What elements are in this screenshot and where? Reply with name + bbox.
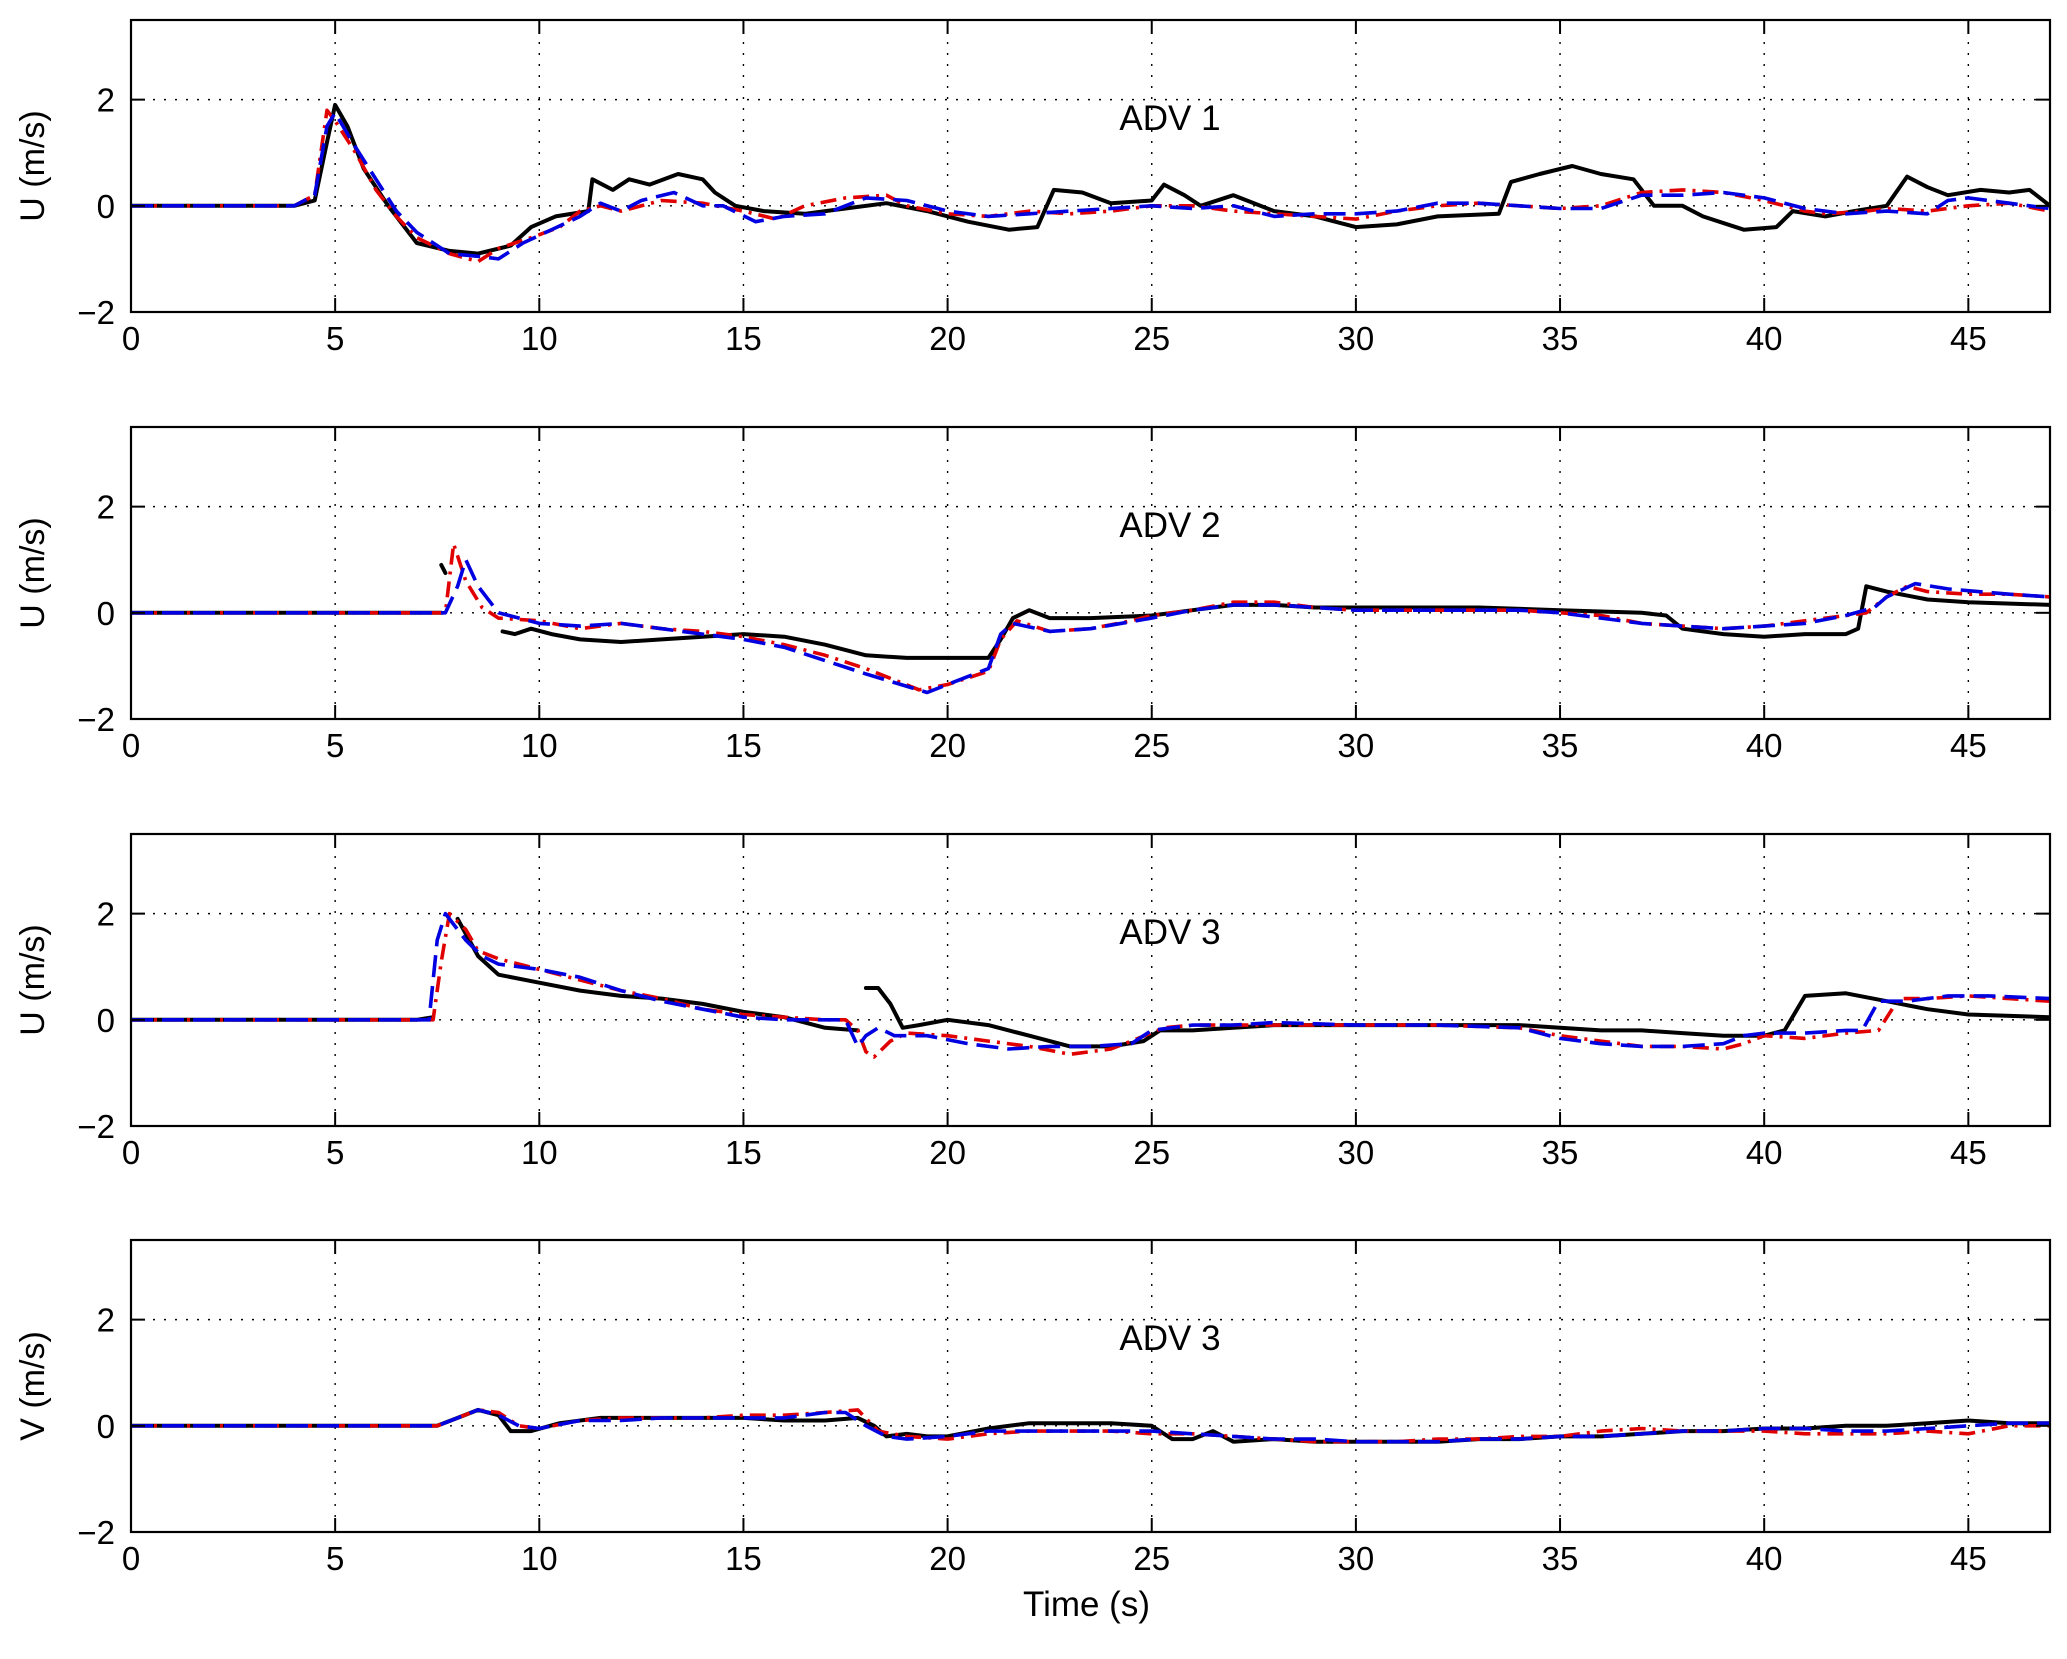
series-line-solid-0 (131, 102, 2050, 256)
x-tick-label: 35 (1542, 1540, 1579, 1577)
y-axis-label: U (m/s) (14, 924, 52, 1035)
x-tick-label: 40 (1746, 1540, 1783, 1577)
y-axis-label: U (m/s) (14, 517, 52, 628)
x-tick-label: 0 (122, 320, 140, 357)
grid (131, 834, 2050, 1126)
series-line-solid-1 (439, 563, 448, 575)
series-group (131, 1407, 2050, 1444)
x-tick-label: 5 (326, 1134, 344, 1171)
x-tick-label: 10 (521, 1540, 558, 1577)
x-tick-label: 35 (1542, 1134, 1579, 1171)
x-tick-label: 40 (1746, 1134, 1783, 1171)
y-tick-label: 2 (97, 82, 115, 119)
x-tick-label: 30 (1338, 320, 1375, 357)
x-tick-label: 15 (725, 727, 762, 764)
panel-annotation: ADV 3 (1119, 913, 1220, 952)
y-tick-label: 0 (97, 595, 115, 632)
x-tick-label: 45 (1950, 1134, 1987, 1171)
x-tick-label: 0 (122, 727, 140, 764)
y-tick-label: 2 (97, 1302, 115, 1339)
series-line-solid-1 (455, 916, 860, 1033)
x-tick-label: 20 (929, 1540, 966, 1577)
grid (131, 20, 2050, 312)
y-tick-label: 2 (97, 896, 115, 933)
x-tick-label: 20 (929, 320, 966, 357)
x-tick-label: 20 (929, 1134, 966, 1171)
x-tick-label: 35 (1542, 727, 1579, 764)
x-tick-label: 10 (521, 1134, 558, 1171)
plot-frame (129, 1238, 2052, 1534)
plot-frame (129, 425, 2052, 721)
x-tick-label: 45 (1950, 320, 1987, 357)
y-tick-label: −2 (77, 294, 115, 331)
x-tick-label: 15 (725, 1134, 762, 1171)
series-line-dashed-2 (131, 1408, 2050, 1444)
x-tick-label: 20 (929, 727, 966, 764)
series-line-dashed-4 (131, 557, 2050, 695)
x-tick-label: 45 (1950, 727, 1987, 764)
y-tick-label: 2 (97, 489, 115, 526)
grid (131, 1240, 2050, 1532)
y-axis-label: U (m/s) (14, 110, 52, 221)
x-tick-label: 5 (326, 1540, 344, 1577)
plot-frame (129, 832, 2052, 1128)
series-line-solid-2 (863, 986, 2050, 1049)
x-tick-label: 45 (1950, 1540, 1987, 1577)
x-tick-label: 25 (1133, 320, 1170, 357)
x-tick-label: 5 (326, 727, 344, 764)
y-tick-label: −2 (77, 1514, 115, 1551)
y-tick-label: −2 (77, 701, 115, 738)
x-tick-label: 25 (1133, 1134, 1170, 1171)
x-tick-label: 15 (725, 1540, 762, 1577)
series-line-dashed-2 (131, 111, 2050, 261)
x-tick-label: 25 (1133, 727, 1170, 764)
x-tick-label: 40 (1746, 727, 1783, 764)
grid (131, 427, 2050, 719)
x-tick-label: 30 (1338, 1134, 1375, 1171)
y-tick-label: 0 (97, 1002, 115, 1039)
x-tick-label: 15 (725, 320, 762, 357)
series-line-dashdot-1 (131, 108, 2050, 264)
y-tick-label: −2 (77, 1108, 115, 1145)
series-group (131, 542, 2050, 695)
series-group (131, 911, 2050, 1059)
x-tick-label: 0 (122, 1134, 140, 1171)
plot-frame (129, 18, 2052, 314)
x-tick-label: 0 (122, 1540, 140, 1577)
y-axis-label: V (m/s) (14, 1331, 52, 1441)
x-tick-label: 40 (1746, 320, 1783, 357)
x-tick-label: 30 (1338, 1540, 1375, 1577)
x-tick-label: 25 (1133, 1540, 1170, 1577)
y-tick-label: 0 (97, 1408, 115, 1445)
x-axis-label: Time (s) (1023, 1585, 1150, 1624)
panel-annotation: ADV 3 (1119, 1319, 1220, 1358)
panel-annotation: ADV 1 (1119, 99, 1220, 138)
series-group (131, 102, 2050, 264)
x-tick-label: 10 (521, 727, 558, 764)
x-tick-label: 10 (521, 320, 558, 357)
x-tick-label: 5 (326, 320, 344, 357)
series-line-dashdot-3 (131, 911, 2050, 1059)
x-tick-label: 35 (1542, 320, 1579, 357)
x-tick-label: 30 (1338, 727, 1375, 764)
series-line-dashed-4 (131, 911, 2050, 1051)
y-tick-label: 0 (97, 188, 115, 225)
panel-annotation: ADV 2 (1119, 506, 1220, 545)
